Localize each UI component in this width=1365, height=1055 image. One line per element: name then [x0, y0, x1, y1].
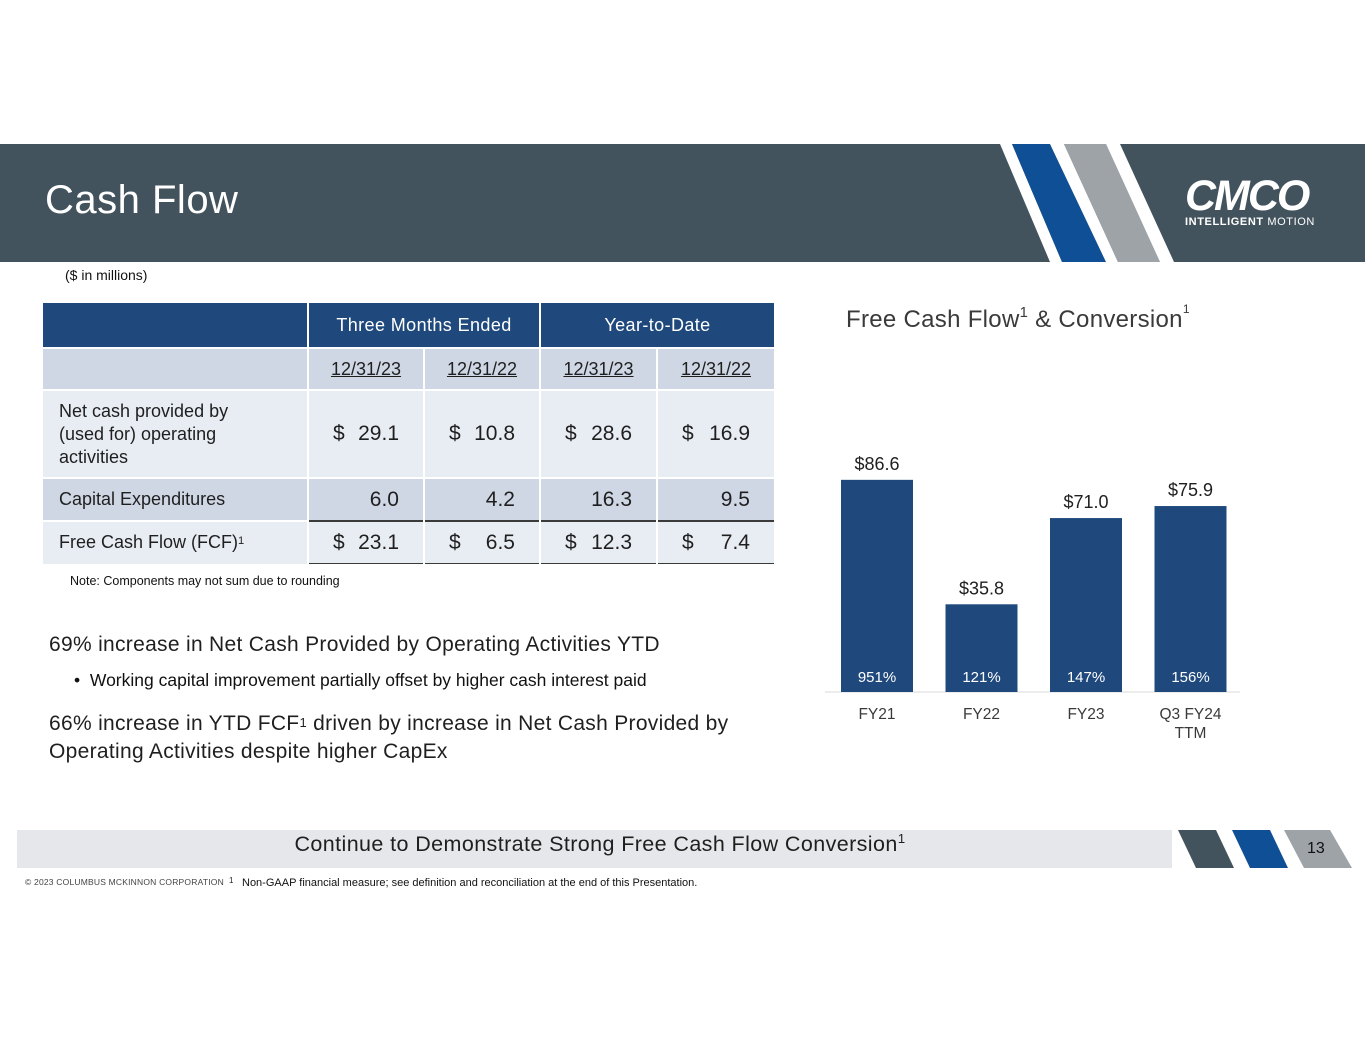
highlight-operating-cash: 69% increase in Net Cash Provided by Ope…	[49, 633, 660, 656]
cell-value: 29.1	[358, 422, 399, 445]
cell-value: 16.3	[591, 487, 632, 511]
cell-value: 28.6	[591, 422, 632, 445]
conversion-label: 121%	[962, 669, 1000, 686]
date-header: 12/31/23	[330, 358, 402, 379]
footnote-mark: 1	[229, 876, 234, 885]
cell-value: 10.8	[474, 422, 515, 445]
bar-value-label: $75.9	[1168, 480, 1213, 500]
rounding-note: Note: Components may not sum due to roun…	[70, 574, 340, 588]
table-group-header-row: Three Months Ended Year-to-Date	[43, 303, 774, 348]
conversion-label: 147%	[1067, 669, 1105, 686]
header-year-to-date: Year-to-Date	[539, 303, 774, 348]
bar-value-label: $71.0	[1063, 492, 1108, 512]
category-label: FY21	[858, 706, 895, 723]
category-label: Q3 FY24	[1159, 706, 1221, 723]
footnote: Non-GAAP financial measure; see definiti…	[242, 877, 698, 889]
cell-value: 4.2	[485, 487, 515, 511]
row-label: Free Cash Flow (FCF)1	[43, 520, 308, 564]
category-label: TTM	[1175, 725, 1207, 742]
company-logo: CMCO INTELLIGENT MOTION	[1185, 172, 1315, 229]
date-header: 12/31/23	[563, 358, 634, 379]
units-note: ($ in millions)	[65, 267, 148, 283]
table-row: Capital Expenditures 6.0 4.2 16.3 9.5	[43, 477, 774, 521]
footer-stripes	[1178, 830, 1352, 868]
cell-value: 12.3	[591, 530, 632, 554]
logo-tagline: INTELLIGENT MOTION	[1185, 216, 1315, 228]
cell-value: 6.5	[485, 530, 515, 554]
date-header: 12/31/22	[680, 358, 752, 379]
bar-fy23	[1050, 518, 1122, 692]
bar-fy21	[841, 479, 913, 692]
page-number: 13	[1307, 840, 1325, 857]
cell-value: 16.9	[709, 422, 750, 445]
page-title: Cash Flow	[45, 178, 239, 222]
header-band	[0, 144, 1365, 262]
bullet-glyph: •	[74, 670, 81, 690]
copyright: © 2023 COLUMBUS MCKINNON CORPORATION	[25, 877, 224, 887]
highlight-fcf: 66% increase in YTD FCF1 driven by incre…	[49, 712, 729, 763]
cell-value: 7.4	[720, 530, 750, 554]
row-label: Capital Expenditures	[43, 477, 308, 521]
table-date-row: 12/31/23 12/31/22 12/31/23 12/31/22	[43, 347, 774, 390]
tagline: Continue to Demonstrate Strong Free Cash…	[294, 831, 906, 856]
table-row: Free Cash Flow (FCF)1 $23.1 $6.5 $12.3 $…	[43, 520, 774, 564]
conversion-label: 156%	[1171, 669, 1209, 686]
decorative-stripes	[1000, 144, 1174, 262]
cell-value: 23.1	[358, 530, 399, 554]
bar-q3-fy24-ttm	[1154, 506, 1227, 692]
cash-flow-table: Three Months Ended Year-to-Date 12/31/23…	[43, 303, 774, 564]
bar-value-label: $86.6	[854, 454, 899, 474]
bar-value-label: $35.8	[959, 578, 1004, 598]
category-label: FY22	[963, 706, 1000, 723]
category-label: FY23	[1067, 706, 1104, 723]
date-header: 12/31/22	[446, 358, 518, 379]
bottom-band	[17, 830, 1172, 868]
bullet-working-capital: • Working capital improvement partially …	[74, 670, 647, 690]
cell-value: 9.5	[720, 487, 750, 511]
cell-value: 6.0	[369, 487, 399, 511]
table-corner	[43, 303, 308, 348]
header-three-months: Three Months Ended	[307, 303, 540, 348]
table-row: Net cash provided by (used for) operatin…	[43, 389, 774, 478]
logo-wordmark: CMCO	[1185, 172, 1310, 220]
chart-title: Free Cash Flow1 & Conversion1	[846, 302, 1190, 333]
row-label: Net cash provided by (used for) operatin…	[43, 389, 308, 478]
conversion-label: 951%	[858, 669, 896, 686]
fcf-bar-chart: $86.6 951% FY21 $35.8 121% FY22 $71.0 147% FY23 $…	[825, 454, 1240, 742]
bar-fy22	[945, 604, 1018, 692]
table-date-corner	[43, 347, 308, 390]
